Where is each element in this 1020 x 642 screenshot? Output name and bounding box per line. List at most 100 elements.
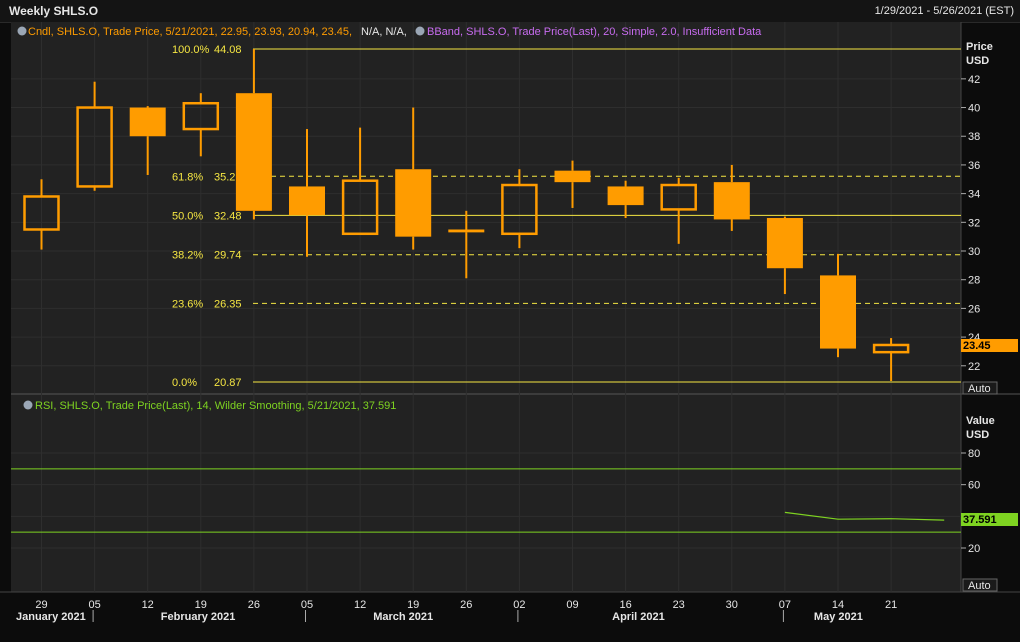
rsi-tick-label: 80 <box>968 448 980 460</box>
candle-legend-text: Cndl, SHLS.O, Trade Price, 5/21/2021, 22… <box>28 26 352 38</box>
price-axis-unit: USD <box>966 55 989 67</box>
rsi-legend[interactable]: RSI, SHLS.O, Trade Price(Last), 14, Wild… <box>23 400 397 412</box>
candle-body-hollow <box>660 183 697 211</box>
date-tick-label: 26 <box>460 599 472 611</box>
price-tick-label: 28 <box>968 275 980 287</box>
date-tick-label: 29 <box>35 599 47 611</box>
candle[interactable] <box>713 164 750 231</box>
rsi-axis-unit: USD <box>966 429 989 441</box>
title-bar: Weekly SHLS.O 1/29/2021 - 5/26/2021 (EST… <box>0 0 1020 23</box>
candle-body-hollow <box>341 179 379 236</box>
price-tick-label: 34 <box>968 189 980 201</box>
candle[interactable] <box>23 179 60 250</box>
fibonacci-levels: 100.0% 44.08 61.8% 35.21 50.0% 32.48 38.2% 29.7… <box>172 44 961 389</box>
price-tick-label: 22 <box>968 361 980 373</box>
candle-body-filled <box>395 169 432 237</box>
price-tick-label: 30 <box>968 246 980 258</box>
candle[interactable] <box>76 81 113 191</box>
date-tick-label: 02 <box>513 599 525 611</box>
price-tick-label: 40 <box>968 103 980 115</box>
price-plot-area[interactable] <box>11 22 961 394</box>
rsi-tick-label: 60 <box>968 480 980 492</box>
fib-level-value: 20.87 <box>214 377 242 389</box>
candlestick-series[interactable] <box>23 49 910 381</box>
candle[interactable] <box>501 169 538 249</box>
indicator-settings-icon[interactable] <box>17 26 27 36</box>
rsi-legend-text: RSI, SHLS.O, Trade Price(Last), 14, Wild… <box>35 400 396 412</box>
candle-body-filled <box>235 93 272 211</box>
candle[interactable] <box>872 338 910 381</box>
rsi-line[interactable] <box>784 511 945 521</box>
date-tick-label: 07 <box>779 599 791 611</box>
price-tick-label: 26 <box>968 303 980 315</box>
candle-body-filled <box>607 186 644 206</box>
rsi-settings-icon[interactable] <box>23 400 33 410</box>
candle[interactable] <box>820 253 856 358</box>
price-grid <box>11 22 961 394</box>
month-label: May 2021 <box>814 611 863 623</box>
fib-level-value: 32.48 <box>214 210 242 222</box>
candle-body-filled <box>129 107 166 137</box>
candle[interactable] <box>289 129 325 257</box>
date-tick-label: 19 <box>407 599 419 611</box>
chart-title: Weekly SHLS.O <box>9 4 99 18</box>
candle[interactable] <box>395 107 432 250</box>
fib-level-value: 29.74 <box>214 250 242 262</box>
rsi-last-label: 37.591 <box>963 514 997 526</box>
rsi-plot-area[interactable] <box>11 394 961 592</box>
candle[interactable] <box>341 127 379 236</box>
candle-body-hollow <box>23 195 60 231</box>
date-tick-label: 16 <box>619 599 631 611</box>
fib-level-percent: 61.8% <box>172 171 203 183</box>
candle[interactable] <box>554 160 591 208</box>
date-tick-label: 26 <box>248 599 260 611</box>
bband-legend-text: BBand, SHLS.O, Trade Price(Last), 20, Si… <box>427 26 762 38</box>
date-tick-label: 19 <box>195 599 207 611</box>
fib-level-percent: 38.2% <box>172 250 203 262</box>
date-tick-label: 23 <box>673 599 685 611</box>
candle-body-filled <box>713 182 750 220</box>
rsi-series[interactable] <box>784 511 945 521</box>
candle[interactable] <box>766 216 803 295</box>
date-tick-label: 30 <box>726 599 738 611</box>
price-legend[interactable]: Cndl, SHLS.O, Trade Price, 5/21/2021, 22… <box>17 26 763 38</box>
candle-body-hollow <box>501 183 538 236</box>
candle[interactable] <box>235 49 272 220</box>
rsi-last-marker <box>961 513 1018 526</box>
candle-body-hollow <box>182 101 220 131</box>
candle-body-filled <box>766 218 803 269</box>
candle-body-hollow <box>872 343 910 354</box>
candle[interactable] <box>182 93 220 157</box>
price-axis-title: Price <box>966 41 993 53</box>
chart-canvas[interactable]: 100.0% 44.08 61.8% 35.21 50.0% 32.48 38.2% 29.7… <box>0 22 1020 642</box>
date-tick-label: 05 <box>301 599 313 611</box>
rsi-auto-label: Auto <box>968 580 991 592</box>
candle-body-filled <box>820 275 856 349</box>
last-price-marker <box>961 339 1018 352</box>
bband-settings-icon[interactable] <box>415 26 425 36</box>
rsi-axis-title: Value <box>966 415 995 427</box>
price-tick-label: 32 <box>968 217 980 229</box>
rsi-auto-scale-button[interactable]: Auto <box>962 578 998 592</box>
date-tick-label: 09 <box>566 599 578 611</box>
date-tick-label: 21 <box>885 599 897 611</box>
candle[interactable] <box>660 177 697 244</box>
date-axis: 29 05 12 19 26 05 12 19 26 02 09 16 23 30 07 14 21 Januar… <box>16 599 897 623</box>
candle[interactable] <box>129 106 166 175</box>
month-label: January 2021 <box>16 611 86 623</box>
fib-level-value: 26.35 <box>214 298 242 310</box>
price-tick-label: 38 <box>968 131 980 143</box>
date-tick-label: 12 <box>354 599 366 611</box>
date-tick-label: 05 <box>88 599 100 611</box>
candle[interactable] <box>607 180 644 219</box>
date-range[interactable]: 1/29/2021 - 5/26/2021 (EST) <box>874 5 1014 17</box>
price-tick-label: 36 <box>968 160 980 172</box>
candle-body-hollow <box>76 106 113 188</box>
date-tick-label: 14 <box>832 599 844 611</box>
candle[interactable] <box>448 210 485 279</box>
price-auto-scale-button[interactable]: Auto <box>962 381 998 395</box>
fib-level-percent: 50.0% <box>172 210 203 222</box>
rsi-axis-ticks: 20406080 <box>961 448 980 555</box>
